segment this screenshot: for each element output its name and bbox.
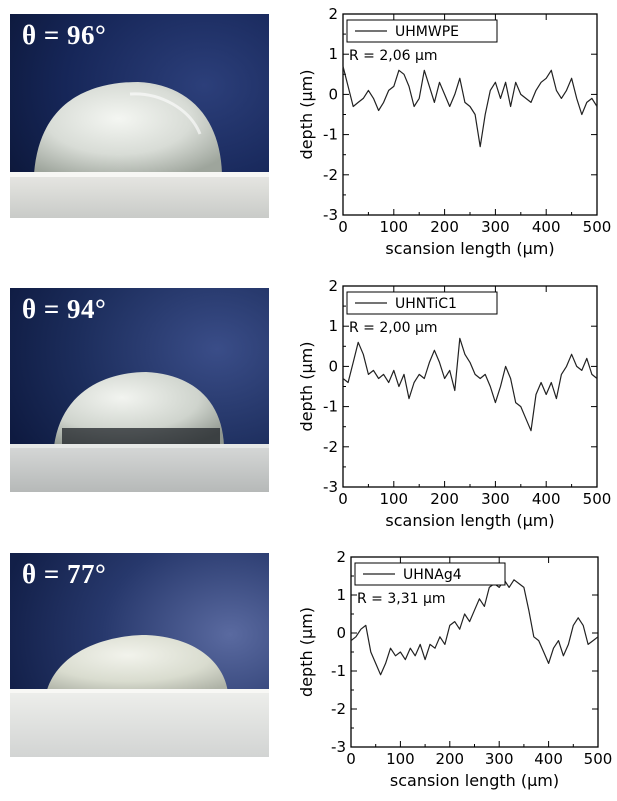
- y-tick-label: 1: [328, 45, 338, 63]
- contact-angle-label: θ = 94°: [22, 294, 107, 324]
- x-tick-label: 0: [338, 218, 348, 236]
- y-tick-label: 2: [328, 277, 338, 295]
- y-tick-label: -1: [323, 126, 338, 144]
- x-tick-label: 200: [430, 490, 459, 508]
- roughness-annotation: R = 2,06 μm: [349, 48, 438, 64]
- roughness-chart-uhnag4: 0 100 200 300 400 500 -3 -2 -1 0 1 2 scansion length…: [296, 547, 613, 801]
- x-tick-label: 500: [583, 218, 612, 236]
- x-axis-label: scansion length (μm): [385, 511, 554, 530]
- x-tick-label: 100: [379, 218, 408, 236]
- droplet-photo-image: [10, 288, 269, 492]
- x-tick-label: 200: [435, 750, 464, 768]
- x-tick-label: 400: [532, 218, 561, 236]
- droplet-photo-uhnag4: θ = 77°: [10, 553, 269, 757]
- x-tick-label: 0: [338, 490, 348, 508]
- y-tick-label: -2: [323, 438, 338, 456]
- y-tick-label: -2: [331, 700, 346, 718]
- y-axis-label: depth (μm): [297, 70, 316, 160]
- roughness-chart-uhntic1: 0 100 200 300 400 500 -3 -2 -1 0 1 2 scansion length…: [296, 276, 611, 538]
- x-tick-label: 100: [386, 750, 415, 768]
- x-tick-label: 300: [481, 218, 510, 236]
- roughness-chart-svg: 0 100 200 300 400 500 -3 -2 -1 0 1 2 scansion length…: [297, 277, 612, 530]
- legend-box: [346, 19, 498, 43]
- y-axis-label: depth (μm): [297, 342, 316, 432]
- y-axis-label: depth (μm): [297, 607, 316, 697]
- droplet-photo-image: [10, 553, 269, 757]
- x-tick-label: 0: [346, 750, 356, 768]
- series-line: [342, 66, 598, 148]
- y-tick-label: 0: [336, 624, 346, 642]
- legend-box: [354, 562, 506, 586]
- x-tick-label: 500: [583, 490, 612, 508]
- contact-angle-label: θ = 96°: [22, 20, 107, 50]
- y-tick-label: -3: [323, 206, 338, 224]
- x-tick-label: 100: [379, 490, 408, 508]
- y-tick-label: -3: [323, 478, 338, 496]
- roughness-annotation: R = 3,31 μm: [357, 591, 446, 607]
- series-line: [350, 579, 599, 676]
- y-tick-label: -1: [323, 398, 338, 416]
- contact-angle-label: θ = 77°: [22, 559, 107, 589]
- y-tick-label: 2: [328, 5, 338, 23]
- roughness-chart-svg: 0 100 200 300 400 500 -3 -2 -1 0 1 2 scansion length…: [297, 5, 612, 258]
- legend-label: UHNAg4: [403, 567, 462, 583]
- x-axis-label: scansion length (μm): [390, 771, 559, 790]
- roughness-chart-uhmwpe: 0 100 200 300 400 500 -3 -2 -1 0 1 2 scansion length…: [296, 4, 611, 266]
- x-axis-label: scansion length (μm): [385, 239, 554, 258]
- roughness-chart-svg: 0 100 200 300 400 500 -3 -2 -1 0 1 2 scansion length…: [297, 548, 613, 790]
- y-tick-label: 0: [328, 357, 338, 375]
- roughness-annotation: R = 2,00 μm: [349, 320, 438, 336]
- y-tick-label: 2: [336, 548, 346, 566]
- droplet-photo-image: [10, 14, 269, 218]
- x-tick-label: 500: [584, 750, 613, 768]
- y-tick-label: 0: [328, 85, 338, 103]
- y-tick-label: 1: [336, 586, 346, 604]
- x-tick-label: 300: [485, 750, 514, 768]
- y-tick-label: 1: [328, 317, 338, 335]
- y-tick-label: -3: [331, 738, 346, 756]
- droplet-photo-uhmwpe: θ = 96°: [10, 14, 269, 218]
- legend-label: UHNTiC1: [395, 296, 457, 312]
- x-tick-label: 300: [481, 490, 510, 508]
- y-tick-label: -1: [331, 662, 346, 680]
- y-tick-label: -2: [323, 166, 338, 184]
- droplet-photo-uhntic1: θ = 94°: [10, 288, 269, 492]
- legend-label: UHMWPE: [395, 24, 459, 40]
- x-tick-label: 400: [532, 490, 561, 508]
- legend-box: [346, 291, 498, 315]
- x-tick-label: 200: [430, 218, 459, 236]
- x-tick-label: 400: [534, 750, 563, 768]
- plot-frame: [342, 13, 598, 216]
- series-line: [342, 337, 598, 432]
